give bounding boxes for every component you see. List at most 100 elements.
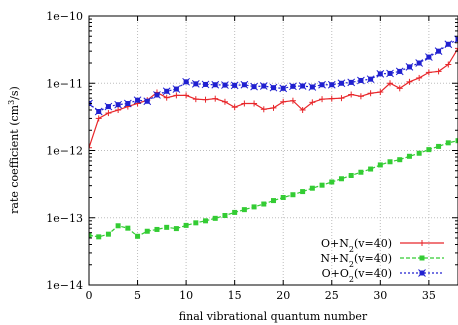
data-point: [435, 48, 442, 55]
data-point: [173, 92, 179, 98]
data-point: [349, 173, 354, 178]
x-tick-label: 0: [86, 289, 93, 302]
data-point: [290, 192, 295, 197]
legend-marker: [419, 240, 425, 246]
data-point: [378, 162, 383, 167]
legend-label-part: O+O: [322, 267, 349, 280]
x-tick-label: 10: [179, 289, 193, 302]
grid: [89, 16, 458, 285]
data-point: [300, 189, 305, 194]
data-point: [192, 80, 199, 87]
data-point: [310, 186, 315, 191]
data-point: [426, 147, 431, 152]
data-point: [251, 100, 257, 106]
data-point: [271, 105, 277, 111]
data-point: [251, 83, 258, 90]
y-tick-label: 1e−12: [46, 145, 83, 158]
data-point: [358, 93, 364, 99]
data-point: [348, 79, 355, 86]
data-point: [406, 63, 413, 70]
data-point: [232, 104, 238, 110]
data-point: [221, 82, 228, 89]
data-point: [153, 91, 160, 98]
legend-label-part: O+N: [321, 237, 349, 250]
data-point: [261, 202, 266, 207]
data-point: [387, 70, 394, 77]
data-point: [388, 159, 393, 164]
legend: O+N2(v=40)N+N2(v=40)O+O2(v=40): [320, 237, 444, 284]
data-point: [96, 234, 101, 239]
legend-label-part: (v=40): [354, 237, 392, 250]
data-point: [319, 81, 326, 88]
legend-entry: O+O2(v=40): [322, 267, 444, 284]
data-point: [124, 100, 131, 107]
data-point: [115, 107, 121, 113]
data-point: [260, 83, 267, 90]
data-point: [368, 90, 374, 96]
data-point: [193, 220, 198, 225]
legend-marker: [420, 256, 425, 261]
data-point: [280, 99, 286, 105]
data-point: [446, 140, 451, 145]
data-point: [212, 81, 219, 88]
data-point: [328, 81, 335, 88]
data-point: [416, 60, 423, 67]
data-point: [145, 229, 150, 234]
data-point: [358, 170, 363, 175]
y-tick-label: 1e−10: [46, 10, 83, 23]
data-point: [115, 101, 122, 108]
series-line: [89, 141, 458, 237]
data-point: [203, 97, 209, 103]
data-point: [173, 86, 180, 93]
x-tick-label: 15: [228, 289, 242, 302]
data-point: [329, 180, 334, 185]
data-point: [105, 103, 112, 110]
y-tick-label: 1e−11: [46, 77, 83, 90]
legend-label-part: (v=40): [354, 267, 392, 280]
data-point: [134, 97, 141, 104]
data-point: [348, 92, 354, 98]
data-point: [445, 41, 452, 48]
data-point: [338, 80, 345, 87]
data-point: [416, 75, 422, 81]
data-point: [241, 100, 247, 106]
y-axis-title-part: /s): [8, 86, 21, 100]
data-point: [377, 70, 384, 77]
y-tick-label: 1e−13: [46, 212, 83, 225]
data-point: [163, 88, 170, 95]
data-point: [271, 198, 276, 203]
data-point: [329, 96, 335, 102]
x-axis-title: final vibrational quantum number: [179, 310, 368, 323]
data-point: [281, 195, 286, 200]
data-point: [436, 144, 441, 149]
data-point: [125, 226, 130, 231]
data-point: [396, 68, 403, 75]
x-tick-label: 25: [325, 289, 339, 302]
data-point: [407, 154, 412, 159]
series-group: [86, 36, 458, 240]
data-point: [222, 99, 228, 105]
data-point: [252, 204, 257, 209]
data-point: [212, 96, 218, 102]
x-tick-label: 20: [276, 289, 290, 302]
data-point: [231, 82, 238, 89]
legend-label-part: (v=40): [354, 252, 392, 265]
data-point: [368, 167, 373, 172]
data-point: [417, 151, 422, 156]
data-point: [320, 183, 325, 188]
x-tick-label: 5: [134, 289, 141, 302]
data-point: [202, 81, 209, 88]
data-point: [339, 176, 344, 181]
data-point: [213, 216, 218, 221]
data-point: [135, 234, 140, 239]
data-point: [164, 225, 169, 230]
series-line: [89, 39, 458, 111]
data-point: [105, 110, 111, 116]
data-point: [261, 106, 267, 112]
data-point: [425, 54, 432, 61]
data-point: [174, 226, 179, 231]
data-point: [455, 36, 458, 43]
series-1: [86, 45, 458, 150]
data-point: [184, 223, 189, 228]
